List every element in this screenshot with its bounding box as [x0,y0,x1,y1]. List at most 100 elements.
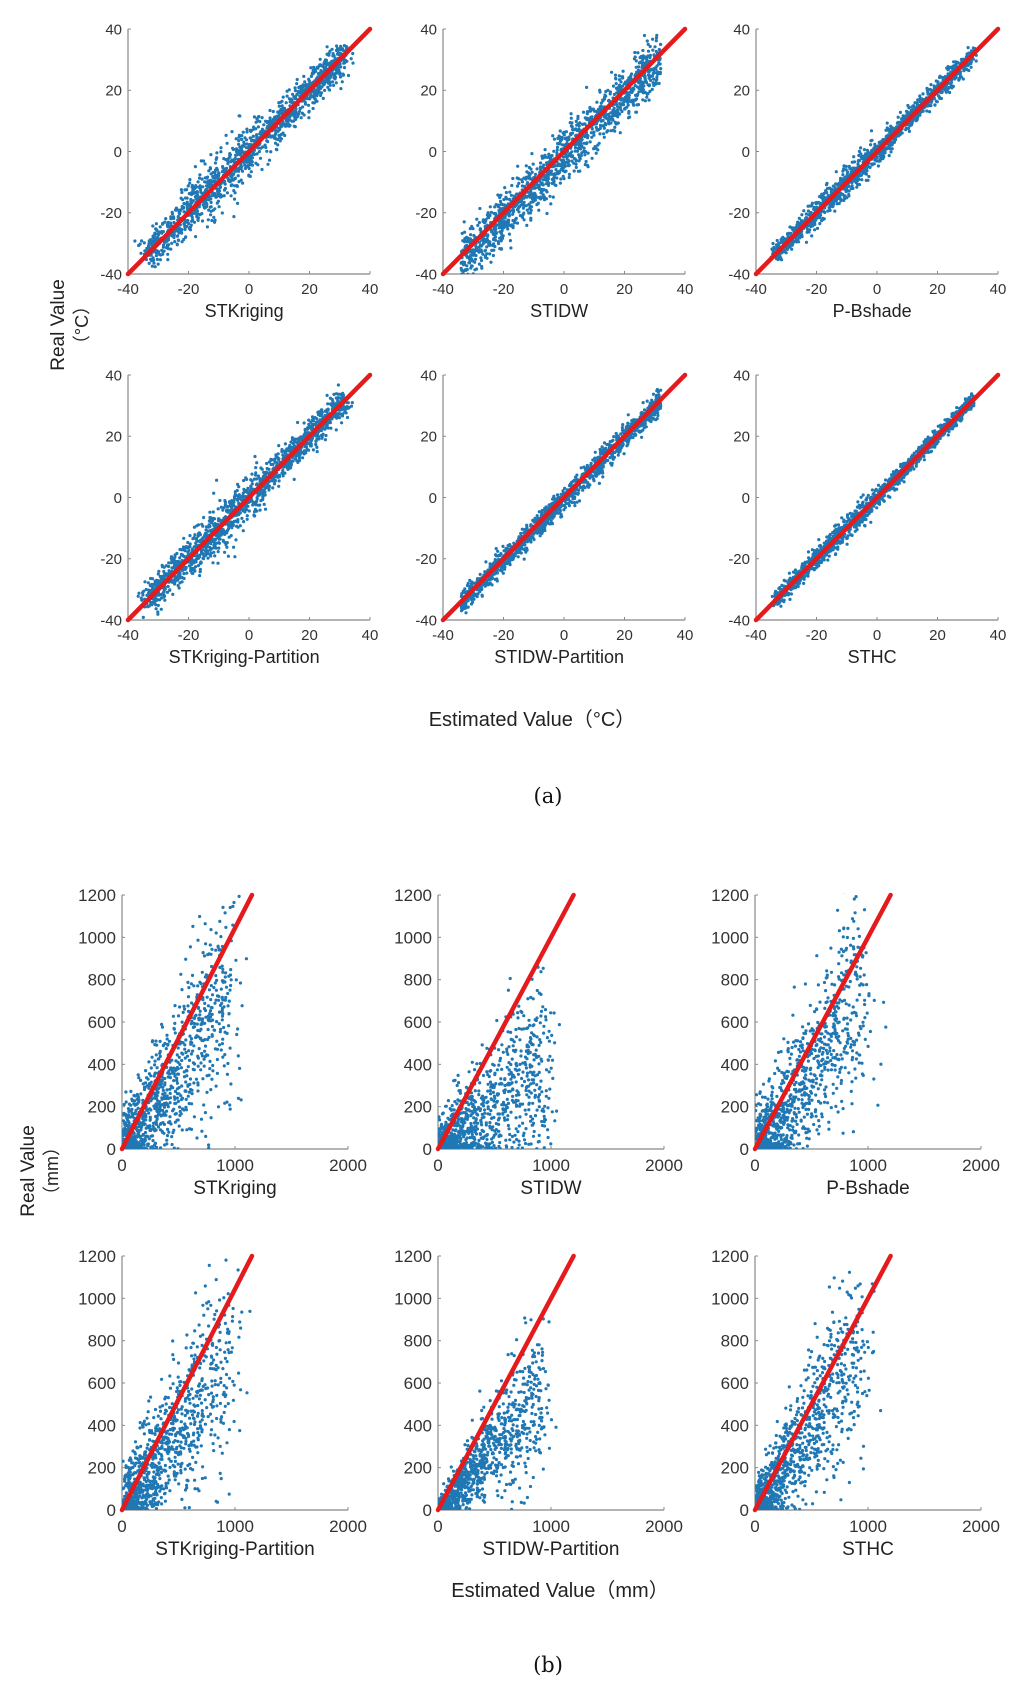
subplot-xlabel: STKriging [205,301,284,321]
y-tick-label: 800 [404,971,432,990]
x-tick-label: -40 [117,281,139,298]
x-tick-label: 1000 [532,1517,570,1536]
x-tick-label: 0 [245,281,253,298]
y-tick-label: 1000 [78,1289,116,1308]
y-tick-label: 400 [404,1055,432,1074]
y-tick-label: 600 [404,1013,432,1032]
y-tick-label: 20 [733,429,750,446]
y-tick-label: 0 [107,1501,116,1520]
subplot-xlabel: STIDW [520,1178,581,1199]
x-tick-label: 40 [990,627,1007,644]
y-tick-label: 20 [105,429,122,446]
x-tick-label: 1000 [216,1156,254,1175]
y-tick-label: -40 [728,612,750,629]
reference-line [753,372,1001,623]
scatter-points [755,893,888,1149]
x-tick-label: 2000 [329,1517,367,1536]
x-tick-label: 20 [301,627,318,644]
scatter-plot-a-1: -40 -20 0 20 40 -40 -20 0 20 40 STKriging [100,21,378,321]
x-tick-label: -40 [432,281,454,298]
subplot-xlabel: STHC [848,647,897,667]
y-tick-label: 1000 [394,928,432,947]
subplot-xlabel: STIDW-Partition [494,647,624,667]
subplot-xlabel: P-Bshade [833,301,912,321]
y-tick-label: 1000 [394,1289,432,1308]
x-tick-label: 40 [362,627,379,644]
y-tick-label: 0 [423,1501,432,1520]
panel-b-ylabel-line1: Real Value [18,1125,39,1217]
y-tick-label: 40 [733,367,750,384]
reference-line [119,1253,255,1513]
panel-b-xlabel: Estimated Value（mm） [451,1579,668,1602]
y-tick-label: 0 [429,490,437,507]
x-tick-label: 2000 [329,1156,367,1175]
x-tick-label: 40 [677,281,694,298]
x-tick-label: 40 [362,281,379,298]
y-tick-label: 40 [733,21,750,38]
y-tick-label: 1000 [711,1289,749,1308]
reference-line [752,892,893,1152]
reference-line [119,892,255,1152]
y-tick-label: 0 [742,490,750,507]
x-tick-label: 0 [117,1156,126,1175]
x-tick-label: -40 [432,627,454,644]
panel-b-ylabel-line2: （mm） [42,1138,62,1204]
y-tick-label: 200 [721,1098,749,1117]
x-tick-label: 2000 [645,1156,683,1175]
y-tick-label: 600 [88,1374,116,1393]
x-tick-label: -40 [745,281,767,298]
scatter-plot-b-1: 0 200 400 600 800 1000 1200 0 1000 2000 STKriging [78,886,367,1199]
x-tick-label: 0 [117,1517,126,1536]
panel-a-ylabel-line2: （°C） [72,297,92,353]
y-tick-label: 800 [88,971,116,990]
y-tick-label: -20 [415,551,437,568]
y-tick-label: 20 [420,83,437,100]
y-tick-label: 0 [107,1140,116,1159]
y-tick-label: 0 [114,144,122,161]
y-tick-label: 800 [721,1332,749,1351]
y-tick-label: 400 [88,1416,116,1435]
y-tick-label: 40 [105,367,122,384]
scatter-plot-b-4: 0 200 400 600 800 1000 1200 0 1000 2000 STKriging-… [78,1247,367,1560]
y-tick-label: -20 [415,205,437,222]
point-cloud [755,1270,883,1510]
y-tick-label: 400 [88,1055,116,1074]
y-tick-label: -20 [728,551,750,568]
scatter-plot-b-2: 0 200 400 600 800 1000 1200 0 1000 2000 STIDW [394,886,683,1199]
x-tick-label: -20 [806,627,828,644]
point-cloud [459,33,663,274]
subplot-xlabel: STIDW-Partition [483,1539,620,1560]
x-tick-label: -20 [493,627,515,644]
y-tick-label: 1200 [78,1247,116,1266]
y-tick-label: 0 [740,1501,749,1520]
panel-a-ylabel-line1: Real Value [48,279,69,371]
y-tick-label: 0 [423,1140,432,1159]
reference-line [753,26,1001,277]
reference-line [125,372,373,623]
x-tick-label: 20 [616,281,633,298]
x-tick-label: 20 [929,627,946,644]
x-tick-label: 0 [245,627,253,644]
scatter-plot-b-6: 0 200 400 600 800 1000 1200 0 1000 2000 STHC [711,1247,1000,1560]
x-tick-label: -40 [745,627,767,644]
x-tick-label: 0 [873,281,881,298]
scatter-plot-b-3: 0 200 400 600 800 1000 1200 0 1000 2000 P-Bshade [711,886,1000,1199]
point-cloud [438,1316,558,1510]
reference-line [752,1253,893,1513]
panel-a-caption: (a) [534,784,563,808]
y-tick-label: 1200 [711,1247,749,1266]
x-tick-label: -40 [117,627,139,644]
x-tick-label: 40 [990,281,1007,298]
scatter-plot-a-2: -40 -20 0 20 40 -40 -20 0 20 40 STIDW [415,21,693,321]
point-cloud [755,893,888,1149]
y-tick-label: 20 [420,429,437,446]
x-tick-label: 2000 [645,1517,683,1536]
x-tick-label: -20 [806,281,828,298]
x-tick-label: 0 [750,1517,759,1536]
y-tick-label: 400 [721,1416,749,1435]
y-tick-label: 200 [88,1459,116,1478]
y-tick-label: 1200 [394,886,432,905]
y-tick-label: 40 [420,21,437,38]
scatter-points [459,33,663,274]
